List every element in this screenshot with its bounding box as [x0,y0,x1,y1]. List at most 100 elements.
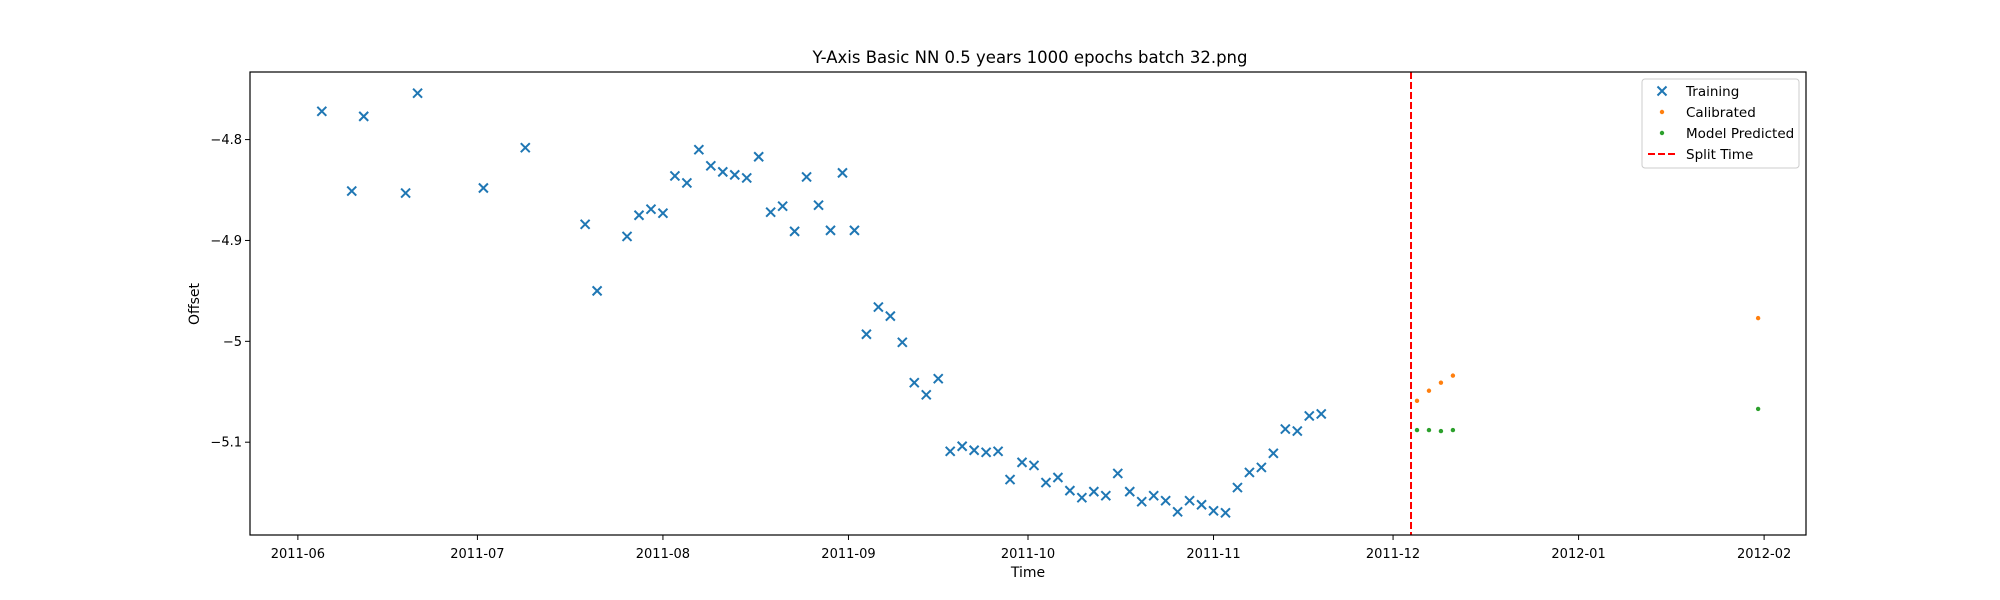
model-predicted-point [1450,427,1456,433]
training-point [1148,490,1159,501]
training-point [358,111,369,122]
training-point [897,337,908,348]
legend-marker-dot [1659,109,1665,115]
training-point [789,226,800,237]
training-point [520,142,531,153]
calibrated-point [1438,380,1444,385]
legend-box [1641,78,1800,169]
training-point [825,225,836,236]
training-point [1220,507,1231,519]
training-point [1292,425,1303,437]
training-point [1016,457,1028,468]
calibrated-point [1426,388,1432,393]
x-tick-label: 2011-11 [1186,547,1240,562]
legend: Training Calibrated Model Predicted Split T… [1641,78,1800,169]
calibrated-point [1414,398,1420,404]
training-point [992,446,1004,457]
training-point [693,144,705,155]
training-point [1304,410,1315,422]
training-point [633,210,645,221]
training-point [346,185,357,197]
training-point [645,203,657,215]
model-predicted-point [1438,428,1444,434]
y-tick-label: −5 [223,335,242,350]
training-point [909,377,920,388]
training-point [621,231,633,242]
training-point [885,310,896,322]
x-tick-label: 2011-08 [636,547,690,562]
y-tick-label: −4.9 [210,234,242,249]
training-point [873,301,884,313]
training-point [669,170,681,182]
legend-marker-dot [1659,130,1665,136]
training-point [968,445,980,456]
training-point [777,200,788,212]
training-point [921,389,932,400]
training-point [765,207,776,218]
training-point [705,160,717,172]
x-tick-label: 2011-09 [821,547,875,562]
training-point [400,187,411,199]
training-point [1028,460,1040,471]
x-tick-label: 2012-02 [1737,547,1791,562]
training-point [933,373,944,384]
training-point [1040,477,1052,488]
training-point [980,447,992,458]
series-calibrated [1414,315,1761,404]
legend-marker-x [1656,85,1668,97]
training-point [1196,499,1207,510]
training-point [1088,486,1100,497]
x-axis-title: Time [1010,565,1045,581]
training-point [1076,492,1088,503]
training-point [753,151,764,162]
training-point [1232,482,1243,493]
series-model-predicted [1414,406,1761,434]
x-tick-label: 2012-01 [1551,547,1605,562]
training-point [591,285,603,297]
x-tick-label: 2011-10 [1001,547,1055,562]
training-point [1112,468,1123,479]
training-point [1160,495,1171,506]
training-point [316,106,328,117]
x-tick-label: 2011-06 [271,547,325,562]
plot-frame [249,71,1807,536]
training-point [1124,486,1135,497]
training-point [861,329,872,340]
model-predicted-point [1414,427,1420,433]
training-point [1280,423,1291,435]
calibrated-point [1755,315,1761,321]
training-point [741,172,752,184]
training-point [1316,408,1327,420]
training-point [837,167,848,179]
training-point [944,446,956,457]
chart-title: Y-Axis Basic NN 0.5 years 1000 epochs ba… [812,48,1248,67]
training-point [1208,505,1219,516]
training-point [849,225,860,236]
model-predicted-point [1426,427,1432,433]
training-point [813,199,824,211]
model-predicted-point [1755,406,1761,412]
training-point [478,182,489,194]
x-tick-label: 2011-12 [1366,547,1420,562]
training-point [1004,474,1016,485]
training-point [801,171,812,183]
training-point [729,169,740,181]
x-tick-label: 2011-07 [450,547,504,562]
calibrated-point [1450,373,1456,378]
y-tick-label: −5.1 [210,436,242,451]
legend-label: Split Time [1686,147,1753,163]
legend-label: Training [1685,84,1739,100]
training-point [956,441,968,452]
training-point [412,87,423,99]
training-point [657,208,669,219]
training-point [717,166,728,178]
y-axis-title: Offset [187,282,203,325]
training-point [1256,462,1267,473]
training-point [681,177,693,189]
training-point [1244,467,1255,478]
training-point [1136,496,1147,507]
legend-label: Calibrated [1686,105,1756,121]
training-point [579,219,591,230]
